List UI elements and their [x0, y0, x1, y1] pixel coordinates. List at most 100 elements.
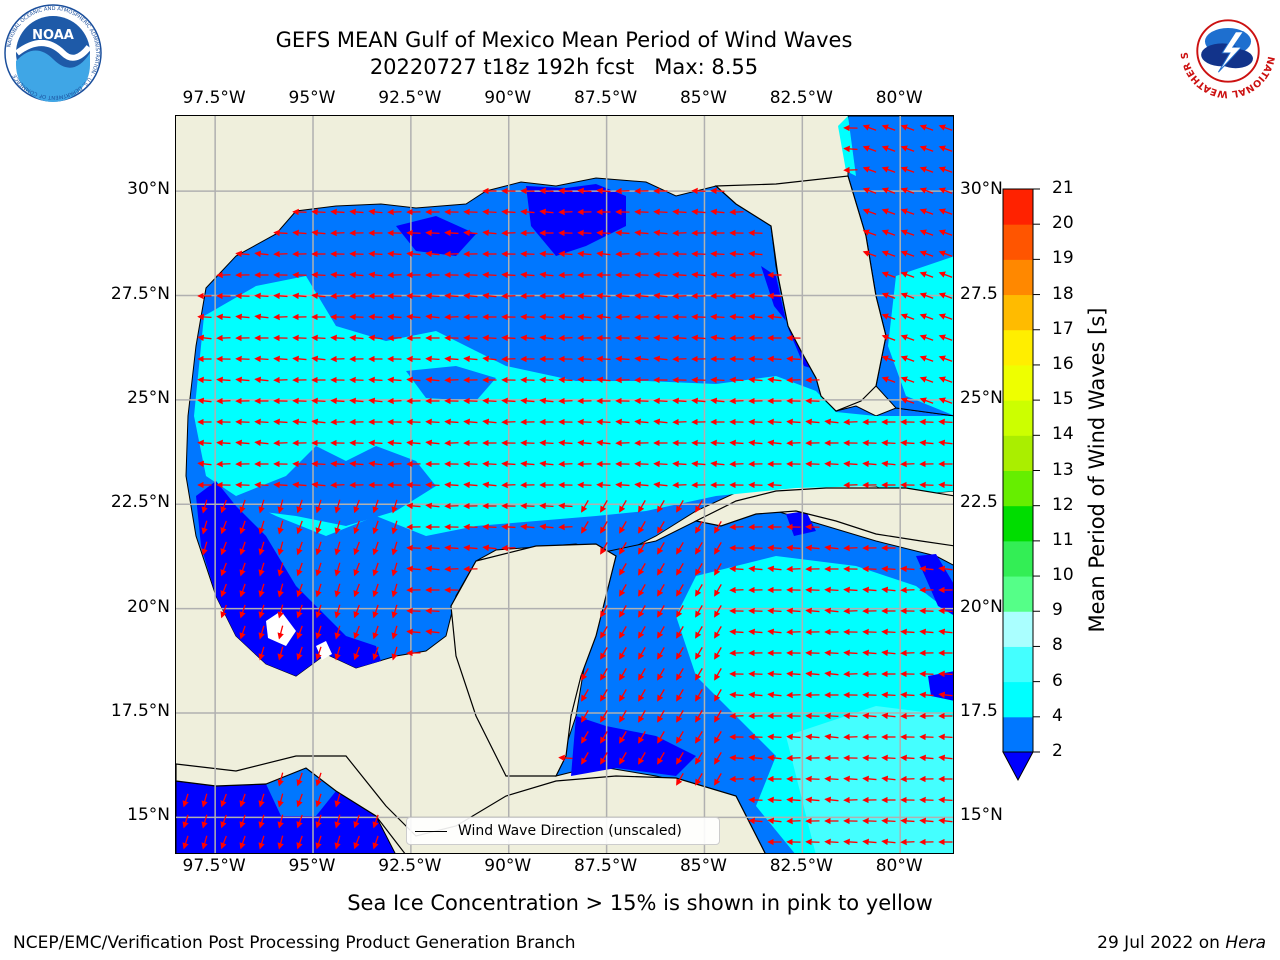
wind-wave-arrow: [862, 460, 877, 468]
wind-wave-arrow: [387, 313, 402, 321]
wind-wave-arrow: [938, 166, 953, 173]
wind-wave-arrow: [805, 607, 820, 615]
wind-wave-arrow: [710, 334, 725, 342]
wind-wave-arrow: [619, 752, 627, 765]
wind-wave-arrow: [676, 668, 684, 681]
wind-wave-arrow: [714, 542, 722, 555]
wind-wave-arrow: [600, 752, 608, 765]
wind-wave-arrow: [539, 271, 554, 279]
wind-wave-arrow: [406, 376, 421, 384]
wind-wave-arrow: [615, 418, 630, 426]
wind-wave-arrow: [862, 838, 877, 846]
wind-wave-arrow: [372, 499, 379, 514]
wind-wave-arrow: [657, 668, 665, 681]
colorbar-tick-label: 17: [1052, 318, 1074, 339]
wind-wave-arrow: [311, 460, 326, 468]
wind-wave-arrow: [258, 604, 265, 619]
wind-wave-arrow: [296, 583, 303, 598]
wind-wave-arrow: [638, 584, 646, 597]
wind-wave-arrow: [657, 710, 665, 723]
wind-wave-arrow: [520, 271, 535, 279]
wind-wave-arrow: [596, 376, 611, 384]
wind-wave-arrow: [372, 646, 379, 661]
wind-wave-arrow: [330, 208, 345, 216]
wind-wave-arrow: [353, 604, 360, 619]
wind-wave-arrow: [748, 754, 763, 762]
nws-logo: NATIONAL WEATHER SERVICE: [1180, 3, 1276, 99]
wind-wave-arrow: [862, 145, 877, 152]
lat-tick-label: 30°N: [127, 179, 170, 200]
wind-wave-arrow: [600, 542, 608, 555]
wind-wave-arrow: [653, 355, 668, 363]
wind-wave-arrow: [334, 541, 341, 556]
wind-wave-arrow: [235, 376, 250, 384]
wind-wave-arrow: [387, 250, 402, 258]
colorbar-segment: [1003, 716, 1033, 753]
wind-wave-arrow: [748, 250, 763, 258]
wind-wave-arrow: [695, 752, 703, 765]
wind-wave-arrow: [258, 583, 265, 598]
lon-tick-label: 80°W: [875, 88, 923, 108]
map-legend: Wind Wave Direction (unscaled): [406, 817, 720, 845]
wind-wave-arrow: [672, 460, 687, 468]
wind-wave-arrow: [258, 793, 265, 808]
wind-wave-arrow: [558, 187, 573, 195]
wind-wave-arrow: [767, 607, 782, 615]
wind-wave-arrow: [767, 565, 782, 573]
wind-wave-arrow: [938, 124, 953, 131]
wind-wave-arrow: [881, 628, 896, 636]
wind-wave-arrow: [463, 544, 478, 552]
wind-wave-arrow: [824, 712, 839, 720]
lat-tick-label: 30°N: [960, 179, 1003, 200]
wind-wave-arrow: [600, 731, 608, 744]
wind-wave-arrow: [881, 691, 896, 699]
colorbar-segment: [1003, 576, 1033, 612]
wind-wave-arrow: [520, 208, 535, 216]
wind-wave-arrow: [695, 605, 703, 618]
wind-wave-arrow: [277, 499, 284, 514]
wind-wave-arrow: [239, 793, 246, 808]
wind-wave-arrow: [938, 376, 953, 383]
wind-wave-arrow: [349, 397, 364, 405]
wind-wave-arrow: [600, 689, 608, 702]
wind-wave-arrow: [315, 646, 322, 661]
chart-subtitle: 20220727 t18z 192h fcst Max: 8.55: [369, 55, 759, 79]
wind-wave-arrow: [220, 499, 227, 514]
wind-wave-arrow: [676, 542, 684, 555]
wind-wave-arrow: [372, 583, 379, 598]
wind-wave-arrow: [197, 397, 212, 405]
wind-wave-arrow: [710, 397, 725, 405]
wind-wave-arrow: [239, 520, 246, 535]
wind-wave-arrow: [676, 752, 684, 765]
wind-wave-arrow: [334, 625, 341, 640]
lat-tick-label: 27.5: [960, 283, 998, 304]
wind-wave-arrow: [881, 712, 896, 720]
wind-wave-arrow: [406, 439, 421, 447]
wind-wave-arrow: [273, 229, 288, 237]
colorbar-segment: [1003, 611, 1033, 647]
wind-wave-arrow: [600, 668, 608, 681]
wind-wave-arrow: [653, 481, 668, 489]
lon-tick-label: 82.5°W: [769, 856, 833, 876]
wind-wave-arrow: [786, 733, 801, 741]
wind-wave-arrow: [501, 460, 516, 468]
wind-wave-arrow: [353, 583, 360, 598]
wind-wave-arrow: [786, 544, 801, 552]
wind-wave-arrow: [315, 772, 322, 787]
wind-wave-arrow: [824, 418, 839, 426]
wind-wave-arrow: [634, 418, 649, 426]
wind-wave-arrow: [938, 355, 953, 362]
wind-wave-arrow: [900, 229, 915, 236]
wind-wave-arrow: [258, 499, 265, 514]
wind-wave-arrow: [938, 439, 953, 447]
colorbar-tick-label: 11: [1052, 529, 1074, 550]
wind-wave-arrow: [805, 733, 820, 741]
wind-wave-arrow: [296, 835, 303, 850]
wind-wave-arrow: [900, 166, 915, 173]
wind-wave-arrow: [881, 145, 896, 152]
lat-tick-label: 17.5: [960, 701, 998, 722]
wind-wave-arrow: [258, 562, 265, 577]
wind-wave-arrow: [372, 604, 379, 619]
wind-wave-arrow: [653, 229, 668, 237]
wind-wave-arrow: [615, 292, 630, 300]
